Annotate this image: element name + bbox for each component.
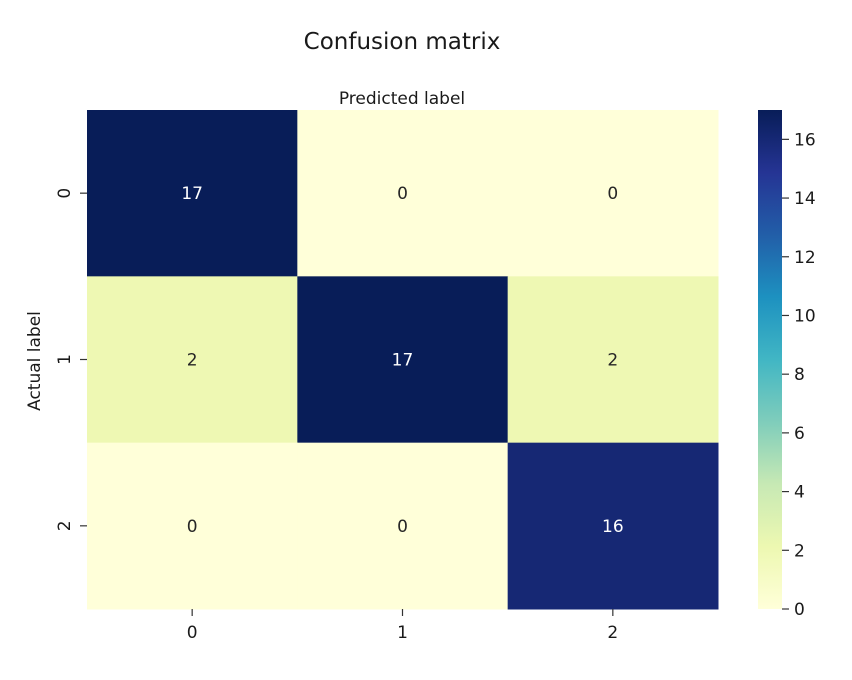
x-axis: 0 1 2 [187, 609, 618, 643]
x-tick-label-2: 2 [607, 623, 618, 643]
colorbar-tick-label-2: 4 [794, 483, 805, 503]
cell-value-0-0: 17 [181, 184, 203, 204]
heatmap-cell-0-0 [87, 110, 298, 277]
colorbar-tick-label-7: 14 [794, 189, 816, 209]
heatmap-cell-1-0 [87, 276, 298, 444]
cell-value-2-1: 0 [397, 517, 408, 537]
heatmap-cell-2-2 [507, 442, 719, 610]
heatmap-cell-0-2 [507, 110, 719, 277]
cell-value-1-0: 2 [187, 351, 198, 371]
y-tick-label-1: 1 [55, 354, 75, 365]
heatmap-cells [87, 110, 719, 610]
x-tick-label-0: 0 [187, 623, 198, 643]
cell-value-0-2: 0 [607, 184, 618, 204]
colorbar-tick-label-3: 6 [794, 424, 805, 444]
chart-title: Confusion matrix [304, 29, 501, 55]
x-axis-label: Predicted label [339, 89, 465, 109]
cell-value-1-2: 2 [607, 351, 618, 371]
heatmap-cell-0-1 [297, 110, 509, 277]
colorbar-tick-label-8: 16 [794, 130, 816, 150]
heatmap-cell-2-1 [297, 442, 509, 610]
colorbar-tick-label-1: 2 [794, 541, 805, 561]
cell-value-2-2: 16 [602, 517, 624, 537]
heatmap-cell-1-2 [507, 276, 719, 444]
cell-value-0-1: 0 [397, 184, 408, 204]
colorbar-ticks: 0 2 4 6 8 10 12 14 16 [782, 130, 816, 620]
cell-value-2-0: 0 [187, 517, 198, 537]
heatmap-cell-2-0 [87, 442, 298, 610]
y-tick-label-0: 0 [55, 188, 75, 199]
y-tick-label-2: 2 [55, 520, 75, 531]
colorbar-tick-label-4: 8 [794, 365, 805, 385]
x-tick-label-1: 1 [397, 623, 408, 643]
heatmap-cell-1-1 [297, 276, 509, 444]
colorbar-tick-label-0: 0 [794, 600, 805, 620]
colorbar [758, 110, 782, 609]
colorbar-tick-label-6: 12 [794, 248, 816, 268]
cell-value-1-1: 17 [392, 351, 414, 371]
y-axis-label: Actual label [25, 311, 45, 411]
y-axis: 0 1 2 [55, 188, 87, 531]
heatmap-annotations: 17 0 0 2 17 2 0 0 16 [181, 184, 623, 537]
colorbar-tick-label-5: 10 [794, 306, 816, 326]
